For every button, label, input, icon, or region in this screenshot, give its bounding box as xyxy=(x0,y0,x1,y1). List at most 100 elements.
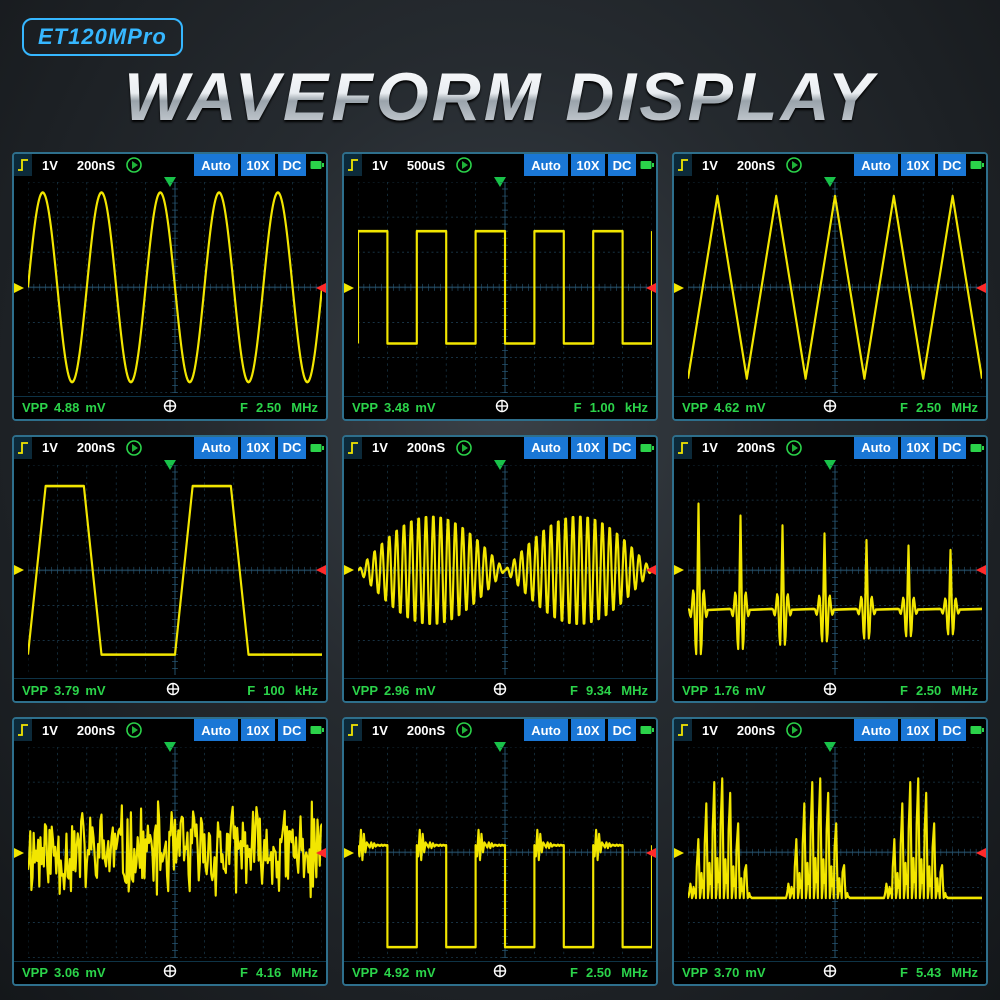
coupling-pill[interactable]: DC xyxy=(938,719,966,741)
vpp-label: VPP xyxy=(344,683,378,698)
run-icon[interactable] xyxy=(454,437,474,459)
freq-label: F xyxy=(564,965,578,980)
waveform-plot xyxy=(688,465,982,676)
vpp-unit: mV xyxy=(739,400,765,415)
crosshair-icon xyxy=(436,964,564,981)
probe-pill[interactable]: 10X xyxy=(901,719,935,741)
run-icon[interactable] xyxy=(784,719,804,741)
run-icon[interactable] xyxy=(784,154,804,176)
scope-topbar: 1V 200nS Auto 10X DC xyxy=(674,719,986,741)
battery-icon xyxy=(308,719,326,741)
volts-per-div: 1V xyxy=(32,154,68,176)
volts-per-div: 1V xyxy=(692,437,728,459)
volts-per-div: 1V xyxy=(692,154,728,176)
scope-1: 1V 200nS Auto 10X DC VPP 4.88 mV F 2.50 … xyxy=(12,152,328,421)
freq-label: F xyxy=(234,965,248,980)
run-icon[interactable] xyxy=(454,719,474,741)
scope-topbar: 1V 200nS Auto 10X DC xyxy=(674,154,986,176)
freq-unit: MHz xyxy=(281,400,326,415)
scope-readout: VPP 1.76 mV F 2.50 MHz xyxy=(674,678,986,701)
waveform-plot xyxy=(28,182,322,393)
mode-pill[interactable]: Auto xyxy=(854,154,898,176)
freq-unit: MHz xyxy=(611,683,656,698)
volts-per-div: 1V xyxy=(32,437,68,459)
scope-topbar: 1V 200nS Auto 10X DC xyxy=(344,719,656,741)
time-per-div: 200nS xyxy=(398,719,454,741)
zero-marker-left-icon xyxy=(343,846,357,860)
scope-readout: VPP 4.92 mV F 2.50 MHz xyxy=(344,961,656,984)
run-icon[interactable] xyxy=(124,437,144,459)
probe-pill[interactable]: 10X xyxy=(901,154,935,176)
zero-marker-right-icon xyxy=(313,563,327,577)
scope-2: 1V 500uS Auto 10X DC VPP 3.48 mV F 1.00 … xyxy=(342,152,658,421)
crosshair-icon xyxy=(106,964,234,981)
probe-pill[interactable]: 10X xyxy=(241,437,275,459)
coupling-pill[interactable]: DC xyxy=(608,437,636,459)
freq-unit: kHz xyxy=(285,683,326,698)
scope-topbar: 1V 500uS Auto 10X DC xyxy=(344,154,656,176)
freq-label: F xyxy=(894,400,908,415)
trigger-edge-icon xyxy=(674,719,692,741)
battery-icon xyxy=(968,154,986,176)
mode-pill[interactable]: Auto xyxy=(524,437,568,459)
waveform-plot xyxy=(28,465,322,676)
probe-pill[interactable]: 10X xyxy=(571,154,605,176)
probe-pill[interactable]: 10X xyxy=(571,719,605,741)
scope-7: 1V 200nS Auto 10X DC VPP 3.06 mV F 4.16 … xyxy=(12,717,328,986)
battery-icon xyxy=(638,719,656,741)
time-per-div: 500uS xyxy=(398,154,454,176)
freq-value: 9.34 xyxy=(578,683,611,698)
coupling-pill[interactable]: DC xyxy=(278,719,306,741)
coupling-pill[interactable]: DC xyxy=(278,154,306,176)
coupling-pill[interactable]: DC xyxy=(938,154,966,176)
coupling-pill[interactable]: DC xyxy=(278,437,306,459)
probe-pill[interactable]: 10X xyxy=(901,437,935,459)
vpp-value: 4.62 xyxy=(708,400,739,415)
coupling-pill[interactable]: DC xyxy=(608,719,636,741)
mode-pill[interactable]: Auto xyxy=(194,719,238,741)
coupling-pill[interactable]: DC xyxy=(608,154,636,176)
freq-unit: MHz xyxy=(941,400,986,415)
mode-pill[interactable]: Auto xyxy=(854,437,898,459)
vpp-unit: mV xyxy=(79,400,105,415)
mode-pill[interactable]: Auto xyxy=(524,154,568,176)
trigger-edge-icon xyxy=(344,719,362,741)
run-icon[interactable] xyxy=(454,154,474,176)
battery-icon xyxy=(308,437,326,459)
waveform-plot xyxy=(358,465,652,676)
probe-pill[interactable]: 10X xyxy=(241,154,275,176)
probe-pill[interactable]: 10X xyxy=(241,719,275,741)
crosshair-icon xyxy=(766,682,894,699)
volts-per-div: 1V xyxy=(362,719,398,741)
page-title: WAVEFORM DISPLAY xyxy=(0,58,1000,136)
vpp-label: VPP xyxy=(344,965,378,980)
volts-per-div: 1V xyxy=(692,719,728,741)
vpp-label: VPP xyxy=(674,400,708,415)
run-icon[interactable] xyxy=(124,154,144,176)
mode-pill[interactable]: Auto xyxy=(194,154,238,176)
scope-topbar: 1V 200nS Auto 10X DC xyxy=(14,719,326,741)
run-icon[interactable] xyxy=(124,719,144,741)
vpp-value: 3.79 xyxy=(48,683,79,698)
vpp-unit: mV xyxy=(409,683,435,698)
waveform-plot xyxy=(358,747,652,958)
scope-readout: VPP 3.79 mV F 100 kHz xyxy=(14,678,326,701)
zero-marker-right-icon xyxy=(973,563,987,577)
mode-pill[interactable]: Auto xyxy=(194,437,238,459)
zero-marker-left-icon xyxy=(13,281,27,295)
probe-pill[interactable]: 10X xyxy=(571,437,605,459)
waveform-plot xyxy=(28,747,322,958)
mode-pill[interactable]: Auto xyxy=(854,719,898,741)
run-icon[interactable] xyxy=(784,437,804,459)
trigger-edge-icon xyxy=(674,154,692,176)
crosshair-icon xyxy=(436,682,564,699)
zero-marker-left-icon xyxy=(13,563,27,577)
time-per-div: 200nS xyxy=(398,437,454,459)
freq-unit: MHz xyxy=(941,683,986,698)
freq-unit: MHz xyxy=(611,965,656,980)
mode-pill[interactable]: Auto xyxy=(524,719,568,741)
vpp-label: VPP xyxy=(344,400,378,415)
coupling-pill[interactable]: DC xyxy=(938,437,966,459)
trigger-edge-icon xyxy=(344,437,362,459)
freq-label: F xyxy=(564,683,578,698)
